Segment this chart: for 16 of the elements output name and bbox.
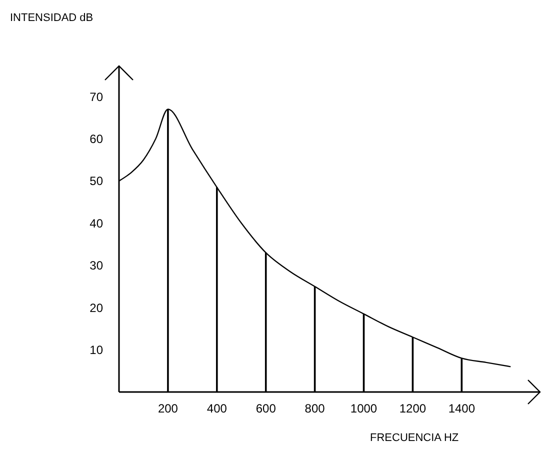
y-tick-label: 40 xyxy=(90,216,104,230)
x-tick-label: 400 xyxy=(206,402,228,416)
x-tick-label: 1000 xyxy=(350,402,378,416)
y-tick-label: 50 xyxy=(90,174,104,188)
x-tick-label: 800 xyxy=(304,402,326,416)
x-tick-label: 1200 xyxy=(399,402,426,416)
x-axis-title: FRECUENCIA HZ xyxy=(370,432,459,444)
y-tick-label: 10 xyxy=(90,343,104,358)
y-tick-label: 30 xyxy=(90,258,104,273)
y-tick-label: 70 xyxy=(90,90,104,104)
y-tick-label: 20 xyxy=(90,300,104,315)
x-tick-label: 1400 xyxy=(448,402,476,416)
x-tick-label: 600 xyxy=(256,402,276,416)
y-axis-title: INTENSIDAD dB xyxy=(10,12,94,24)
y-tick-label: 60 xyxy=(90,132,104,146)
x-tick-label: 200 xyxy=(158,402,178,416)
